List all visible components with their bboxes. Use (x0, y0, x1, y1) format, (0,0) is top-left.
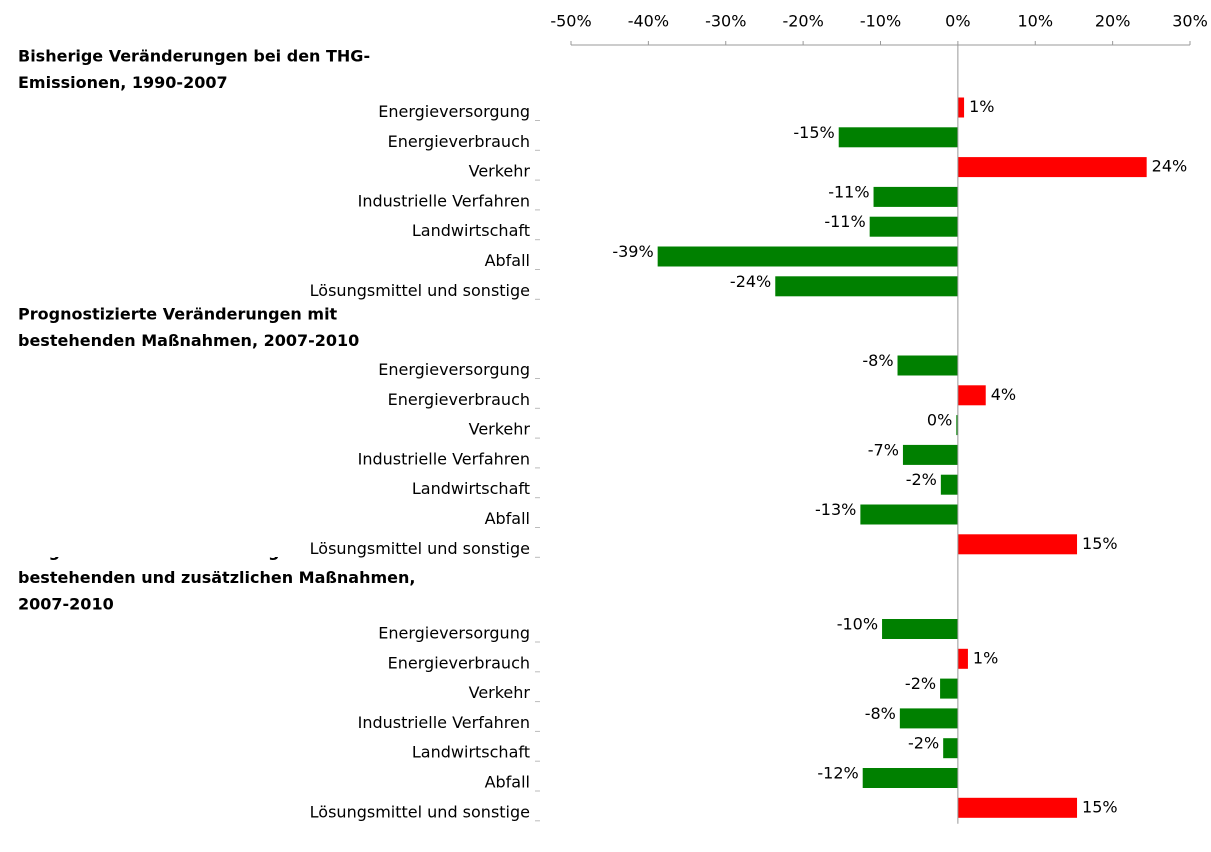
bar (860, 504, 958, 525)
x-tick-label: 20% (1095, 12, 1131, 31)
x-tick-label: -10% (860, 12, 901, 31)
bar (902, 444, 958, 465)
bar (957, 157, 1147, 178)
value-label: -39% (612, 242, 653, 261)
value-label: 15% (1082, 534, 1118, 553)
x-tick-label: 10% (1017, 12, 1053, 31)
bar (657, 246, 958, 267)
category-label: Verkehr (469, 420, 531, 439)
value-label: 0% (927, 411, 952, 430)
group-title: Prognostizierte Veränderungen mit (18, 542, 338, 561)
bar (838, 127, 958, 148)
value-label: 4% (991, 385, 1016, 404)
group-title: Emissionen, 1990-2007 (18, 73, 228, 92)
category-label: Landwirtschaft (412, 221, 530, 240)
category-label: Lösungsmittel und sonstige (310, 539, 530, 558)
value-label: -11% (828, 182, 869, 201)
category-label: Industrielle Verfahren (358, 191, 530, 210)
group-title: bestehenden und zusätzlichen Maßnahmen, (18, 568, 415, 587)
group-title: 2007-2010 (18, 595, 114, 614)
bar (957, 534, 1078, 555)
x-tick-label: -40% (628, 12, 669, 31)
category-label: Energieversorgung (378, 624, 530, 643)
value-label: -2% (906, 470, 937, 489)
x-tick-label: -30% (705, 12, 746, 31)
category-label: Landwirtschaft (412, 479, 530, 498)
bar (940, 474, 958, 495)
bar (957, 648, 968, 669)
x-tick-label: -20% (782, 12, 823, 31)
category-label: Energieverbrauch (388, 390, 530, 409)
group-title: Prognostizierte Veränderungen mit (18, 305, 338, 324)
value-label: -24% (730, 272, 771, 291)
category-label: Industrielle Verfahren (358, 713, 530, 732)
value-label: -10% (837, 615, 878, 634)
group-title: Bisherige Veränderungen bei den THG- (18, 47, 370, 66)
bar (957, 797, 1078, 818)
category-label: Energieversorgung (378, 360, 530, 379)
bar (957, 97, 965, 118)
value-label: -8% (862, 351, 893, 370)
bar (775, 276, 958, 297)
bar (940, 678, 958, 699)
value-label: -13% (815, 500, 856, 519)
category-label: Landwirtschaft (412, 743, 530, 762)
value-label: -2% (908, 734, 939, 753)
category-label: Verkehr (469, 683, 531, 702)
bar (882, 619, 958, 639)
value-label: 24% (1152, 157, 1188, 176)
value-label: -15% (793, 123, 834, 142)
bar (873, 186, 958, 207)
bar (899, 708, 958, 729)
bar (897, 355, 958, 376)
bar (957, 385, 986, 406)
x-tick-label: 30% (1172, 12, 1208, 31)
value-label: -8% (865, 704, 896, 723)
category-label: Energieversorgung (378, 102, 530, 121)
bar (956, 415, 958, 436)
x-tick-label: 0% (945, 12, 970, 31)
bar (862, 768, 958, 788)
category-label: Abfall (485, 251, 530, 270)
category-label: Abfall (485, 773, 530, 792)
value-label: 15% (1082, 797, 1118, 816)
category-label: Lösungsmittel und sonstige (310, 281, 530, 300)
category-label: Industrielle Verfahren (358, 449, 530, 468)
value-label: -11% (824, 212, 865, 231)
category-label: Abfall (485, 509, 530, 528)
value-label: -2% (905, 674, 936, 693)
category-label: Energieverbrauch (388, 132, 530, 151)
value-label: 1% (969, 97, 994, 116)
value-label: -7% (868, 440, 899, 459)
value-label: -12% (817, 764, 858, 783)
value-label: 1% (973, 648, 998, 667)
bar (869, 216, 958, 237)
category-label: Lösungsmittel und sonstige (310, 802, 530, 821)
x-tick-label: -50% (550, 12, 591, 31)
category-label: Verkehr (469, 162, 531, 181)
bar (943, 738, 958, 759)
category-label: Energieverbrauch (388, 653, 530, 672)
group-title: bestehenden Maßnahmen, 2007-2010 (18, 331, 359, 350)
